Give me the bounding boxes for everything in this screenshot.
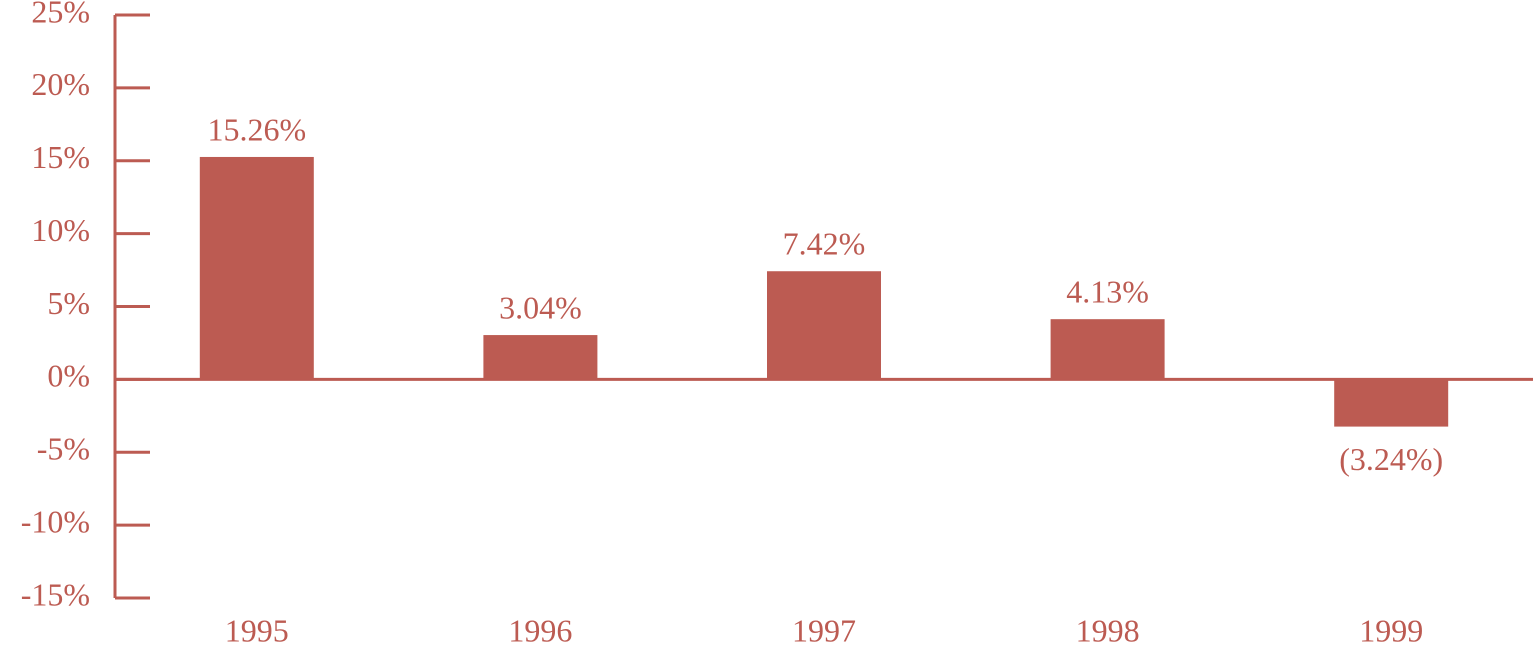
bar [767,271,881,380]
y-tick-label: 5% [47,285,90,321]
value-label: 15.26% [207,111,306,147]
bar [1334,379,1449,427]
y-tick-label: -10% [21,503,90,539]
x-tick-label: 1997 [792,612,856,648]
bar [483,335,598,380]
bar [1050,319,1165,380]
x-tick-label: 1999 [1359,612,1423,648]
bar [199,156,314,380]
x-tick-label: 1998 [1076,612,1140,648]
value-label: (3.24%) [1339,441,1443,477]
x-tick-label: 1996 [508,612,572,648]
value-label: 7.42% [783,226,866,262]
y-tick-label: 0% [47,358,90,394]
y-tick-label: 25% [31,0,90,29]
x-tick-label: 1995 [225,612,289,648]
y-tick-label: 15% [31,139,90,175]
y-tick-label: 20% [31,66,90,102]
value-label: 4.13% [1066,274,1149,310]
y-tick-label: -15% [21,576,90,612]
value-label: 3.04% [499,289,582,325]
y-tick-label: 10% [31,212,90,248]
y-tick-label: -5% [37,431,90,467]
